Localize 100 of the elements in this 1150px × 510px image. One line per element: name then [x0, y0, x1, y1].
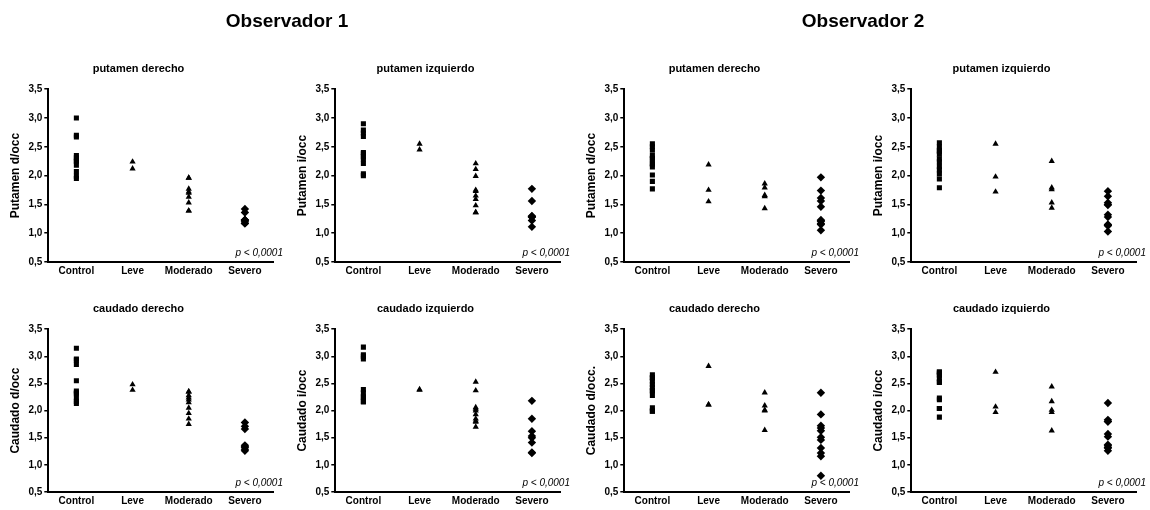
y-tick-label: 3,5 — [28, 82, 43, 94]
y-axis-title: Putamen i/occ — [870, 134, 885, 217]
y-tick-label: 2,0 — [604, 404, 619, 416]
y-tick-label: 3,5 — [315, 82, 330, 94]
annotation: p < 0,0001 — [1097, 246, 1146, 258]
x-tick-label: Severo — [228, 494, 262, 506]
annotation: p < 0,0001 — [234, 246, 283, 258]
x-tick-label: Severo — [1091, 264, 1125, 276]
y-tick-label: 1,5 — [604, 431, 619, 443]
x-tick-label: Moderado — [164, 264, 213, 276]
y-tick-label: 2,0 — [28, 404, 43, 416]
y-tick-label: 3,0 — [604, 350, 619, 362]
y-tick-label: 1,0 — [891, 226, 906, 238]
y-tick-label: 3,5 — [891, 322, 906, 334]
x-tick-label: Control — [921, 264, 958, 276]
y-tick-label: 1,0 — [28, 458, 43, 470]
y-tick-label: 0,5 — [315, 255, 330, 267]
chart-title: putamen derecho — [668, 61, 761, 74]
x-tick-label: Leve — [408, 494, 432, 506]
x-tick-label: Severo — [515, 494, 549, 506]
annotation: p < 0,0001 — [810, 476, 859, 488]
y-tick-label: 1,5 — [891, 198, 906, 210]
x-tick-label: Moderado — [1027, 494, 1076, 506]
x-tick-label: Control — [58, 494, 95, 506]
y-tick-label: 2,0 — [604, 169, 619, 181]
x-tick-label: Control — [634, 494, 671, 506]
y-axis-title: Putamen d/occ — [7, 132, 22, 219]
x-tick-label: Leve — [697, 264, 721, 276]
x-tick-label: Leve — [697, 494, 721, 506]
y-tick-label: 2,5 — [315, 140, 330, 152]
y-tick-label: 0,5 — [891, 485, 906, 497]
y-tick-label: 1,5 — [315, 198, 330, 210]
y-tick-label: 1,0 — [315, 458, 330, 470]
text: Observador 2 — [800, 10, 926, 32]
y-tick-label: 2,0 — [28, 169, 43, 181]
y-tick-label: 1,5 — [315, 431, 330, 443]
x-tick-label: Leve — [408, 264, 432, 276]
y-tick-label: 2,5 — [604, 377, 619, 389]
x-tick-label: Severo — [804, 264, 838, 276]
annotation: p < 0,0001 — [1097, 476, 1146, 488]
y-tick-label: 1,5 — [28, 198, 43, 210]
y-tick-label: 2,5 — [891, 140, 906, 152]
y-tick-label: 2,0 — [891, 169, 906, 181]
chart-title: caudado derecho — [668, 301, 761, 314]
y-tick-label: 2,0 — [891, 404, 906, 416]
y-tick-label: 2,5 — [604, 140, 619, 152]
x-tick-label: Control — [345, 494, 382, 506]
chart-title: putamen izquierdo — [952, 61, 1051, 74]
x-tick-label: Leve — [121, 264, 145, 276]
chart-title: putamen derecho — [92, 61, 185, 74]
y-tick-label: 0,5 — [604, 255, 619, 267]
x-tick-label: Moderado — [1027, 264, 1076, 276]
x-tick-label: Leve — [984, 264, 1008, 276]
y-tick-label: 2,5 — [28, 140, 43, 152]
y-tick-label: 2,5 — [28, 377, 43, 389]
y-tick-label: 3,0 — [315, 111, 330, 123]
x-tick-label: Moderado — [451, 264, 500, 276]
x-tick-label: Control — [634, 264, 671, 276]
x-tick-label: Control — [345, 264, 382, 276]
y-tick-label: 1,0 — [604, 226, 619, 238]
chart-title: caudado izquierdo — [376, 301, 475, 314]
y-axis-title: Putamen i/occ — [294, 134, 309, 217]
chart-title: putamen izquierdo — [376, 61, 475, 74]
annotation: p < 0,0001 — [810, 246, 859, 258]
y-axis-title: Caudado d/occ — [7, 367, 22, 454]
x-tick-label: Control — [58, 264, 95, 276]
text: Observador 1 — [224, 10, 350, 32]
y-tick-label: 3,5 — [604, 82, 619, 94]
y-axis-title: Caudado i/occ — [870, 369, 885, 452]
y-axis-title: Caudado d/occ. — [583, 365, 598, 456]
y-tick-label: 0,5 — [28, 485, 43, 497]
y-tick-label: 3,0 — [28, 111, 43, 123]
y-tick-label: 3,0 — [28, 350, 43, 362]
annotation: p < 0,0001 — [521, 246, 570, 258]
x-tick-label: Moderado — [740, 494, 789, 506]
x-tick-label: Severo — [515, 264, 549, 276]
chart-title: caudado izquierdo — [952, 301, 1051, 314]
x-tick-label: Leve — [121, 494, 145, 506]
y-tick-label: 3,5 — [28, 322, 43, 334]
y-tick-label: 3,5 — [604, 322, 619, 334]
y-tick-label: 3,5 — [891, 82, 906, 94]
y-tick-label: 0,5 — [315, 485, 330, 497]
y-tick-label: 1,5 — [604, 198, 619, 210]
x-tick-label: Moderado — [451, 494, 500, 506]
y-tick-label: 1,0 — [891, 458, 906, 470]
y-tick-label: 1,5 — [28, 431, 43, 443]
annotation: p < 0,0001 — [234, 476, 283, 488]
y-tick-label: 2,5 — [891, 377, 906, 389]
y-axis-title: Putamen d/occ — [583, 132, 598, 219]
y-tick-label: 3,0 — [891, 111, 906, 123]
x-tick-label: Leve — [984, 494, 1008, 506]
chart-title: caudado derecho — [92, 301, 185, 314]
y-tick-label: 2,5 — [315, 377, 330, 389]
y-axis-title: Caudado i/occ — [294, 369, 309, 452]
y-tick-label: 1,5 — [891, 431, 906, 443]
x-tick-label: Severo — [228, 264, 262, 276]
y-tick-label: 0,5 — [28, 255, 43, 267]
x-tick-label: Severo — [1091, 494, 1125, 506]
x-tick-label: Severo — [804, 494, 838, 506]
y-tick-label: 1,0 — [28, 226, 43, 238]
